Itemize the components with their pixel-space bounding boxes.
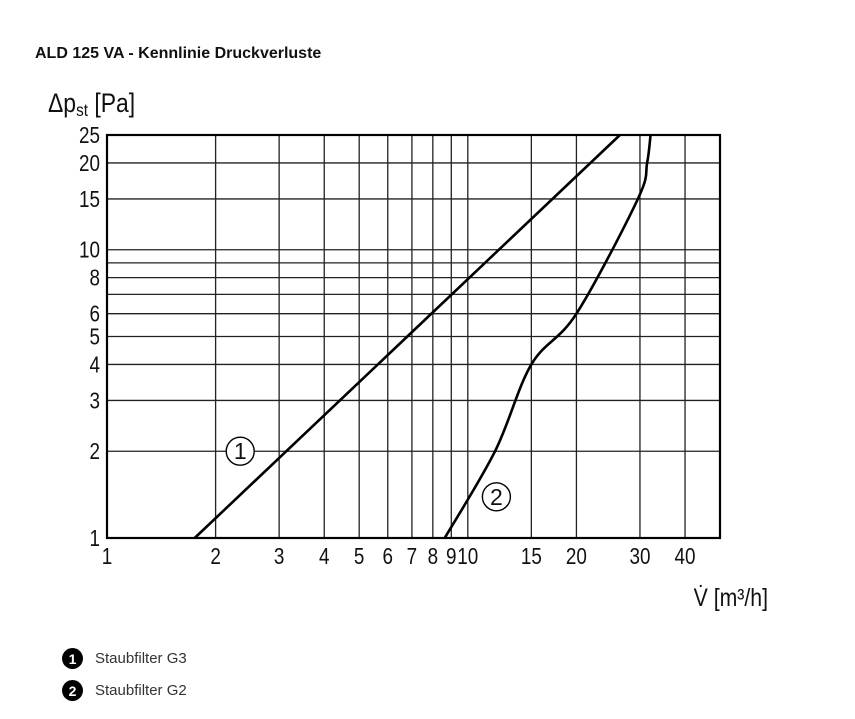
- x-tick-label: 4: [319, 544, 330, 569]
- x-tick-label: 20: [566, 544, 587, 569]
- y-tick-label: 4: [90, 353, 101, 378]
- x-tick-label: 40: [675, 544, 696, 569]
- series-label-1: 1: [234, 438, 247, 464]
- series-line-2: [443, 134, 652, 539]
- y-tick-label: 1: [90, 526, 100, 551]
- y-tick-label: 2: [90, 440, 100, 465]
- series-line-1: [193, 134, 621, 539]
- y-tick-label: 20: [79, 151, 100, 176]
- y-tick-label: 3: [90, 389, 100, 414]
- legend-item-1: 1 Staubfilter G3: [62, 648, 187, 669]
- x-axis-label: V̇ [m³/h]: [694, 583, 768, 612]
- x-tick-label: 3: [274, 544, 284, 569]
- legend-text-1: Staubfilter G3: [95, 650, 187, 667]
- x-tick-label: 30: [629, 544, 650, 569]
- x-tick-label: 9: [446, 544, 456, 569]
- series-label-2: 2: [490, 484, 503, 510]
- x-tick-label: 5: [354, 544, 364, 569]
- plot-frame: [105, 133, 722, 540]
- legend-item-2: 2 Staubfilter G2: [62, 680, 187, 701]
- y-tick-label: 15: [79, 187, 100, 212]
- x-tick-label: 6: [383, 544, 393, 569]
- x-tick-label: 10: [457, 544, 478, 569]
- x-tick-label: 15: [521, 544, 542, 569]
- y-tick-label: 8: [90, 266, 100, 291]
- chart-title: ALD 125 VA - Kennlinie Druckverluste: [35, 45, 322, 62]
- legend-text-2: Staubfilter G2: [95, 682, 187, 699]
- x-tick-label: 7: [407, 544, 417, 569]
- x-tick-label: 1: [102, 544, 112, 569]
- series-marker-circle-1: [225, 436, 255, 466]
- x-tick-label: 8: [428, 544, 438, 569]
- legend-marker-2: 2: [62, 680, 83, 701]
- series-marker-circle-2: [481, 482, 512, 512]
- y-axis-label: Δpst [Pa]: [48, 88, 135, 120]
- legend-marker-1: 1: [62, 648, 83, 669]
- y-tick-label: 6: [90, 302, 100, 327]
- y-tick-label: 10: [79, 238, 100, 263]
- x-tick-label: 2: [210, 544, 220, 569]
- y-tick-label: 25: [79, 123, 100, 148]
- y-tick-label: 5: [90, 325, 100, 350]
